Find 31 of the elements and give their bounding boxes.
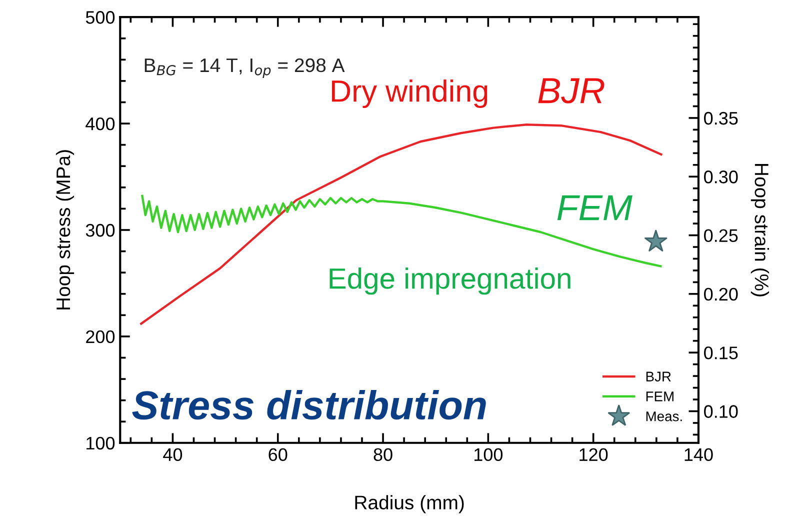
- y2-tick-label: 0.10: [704, 405, 738, 418]
- x-axis-title: Radius (mm): [355, 495, 464, 514]
- x-tick-label: 140: [684, 448, 713, 462]
- x-tick-label: 40: [163, 448, 182, 462]
- y2-tick-label: 0.15: [704, 346, 738, 360]
- y-tick-label: 500: [86, 11, 115, 24]
- annotation: Stress distribution: [132, 390, 486, 420]
- x-tick-label: 100: [474, 448, 503, 462]
- y-axis-title: Hoop stress (MPa): [56, 150, 74, 310]
- legend-label: Meas.: [646, 412, 682, 422]
- x-tick-label: 80: [374, 448, 392, 462]
- x-tick-label: 60: [268, 448, 288, 462]
- y2-tick-label: 0.25: [704, 229, 738, 242]
- line-series: [141, 194, 662, 268]
- annotation: B$_{BG}$ = 14 T, I$_{op}$ = 298 A: [144, 58, 345, 78]
- annotation: BJR: [538, 78, 604, 104]
- y-tick-label: 200: [86, 330, 115, 344]
- legend-label: BJR: [646, 372, 671, 382]
- annotation: FEM: [557, 195, 632, 220]
- y-tick-label: 400: [86, 117, 115, 130]
- x-tick-label: 120: [580, 448, 608, 462]
- annotation: Edge impregnation: [330, 267, 570, 295]
- y2-tick-label: 0.30: [704, 170, 738, 184]
- y2-axis-title: Hoop strain (%): [750, 164, 770, 296]
- annotation: Dry winding: [332, 79, 488, 108]
- y-tick-label: 100: [86, 436, 115, 450]
- line-series: [140, 123, 662, 325]
- y2-tick-label: 0.35: [704, 112, 738, 125]
- legend-label: FEM: [646, 392, 674, 402]
- y2-tick-label: 0.20: [704, 288, 738, 301]
- y-tick-label: 300: [86, 224, 115, 237]
